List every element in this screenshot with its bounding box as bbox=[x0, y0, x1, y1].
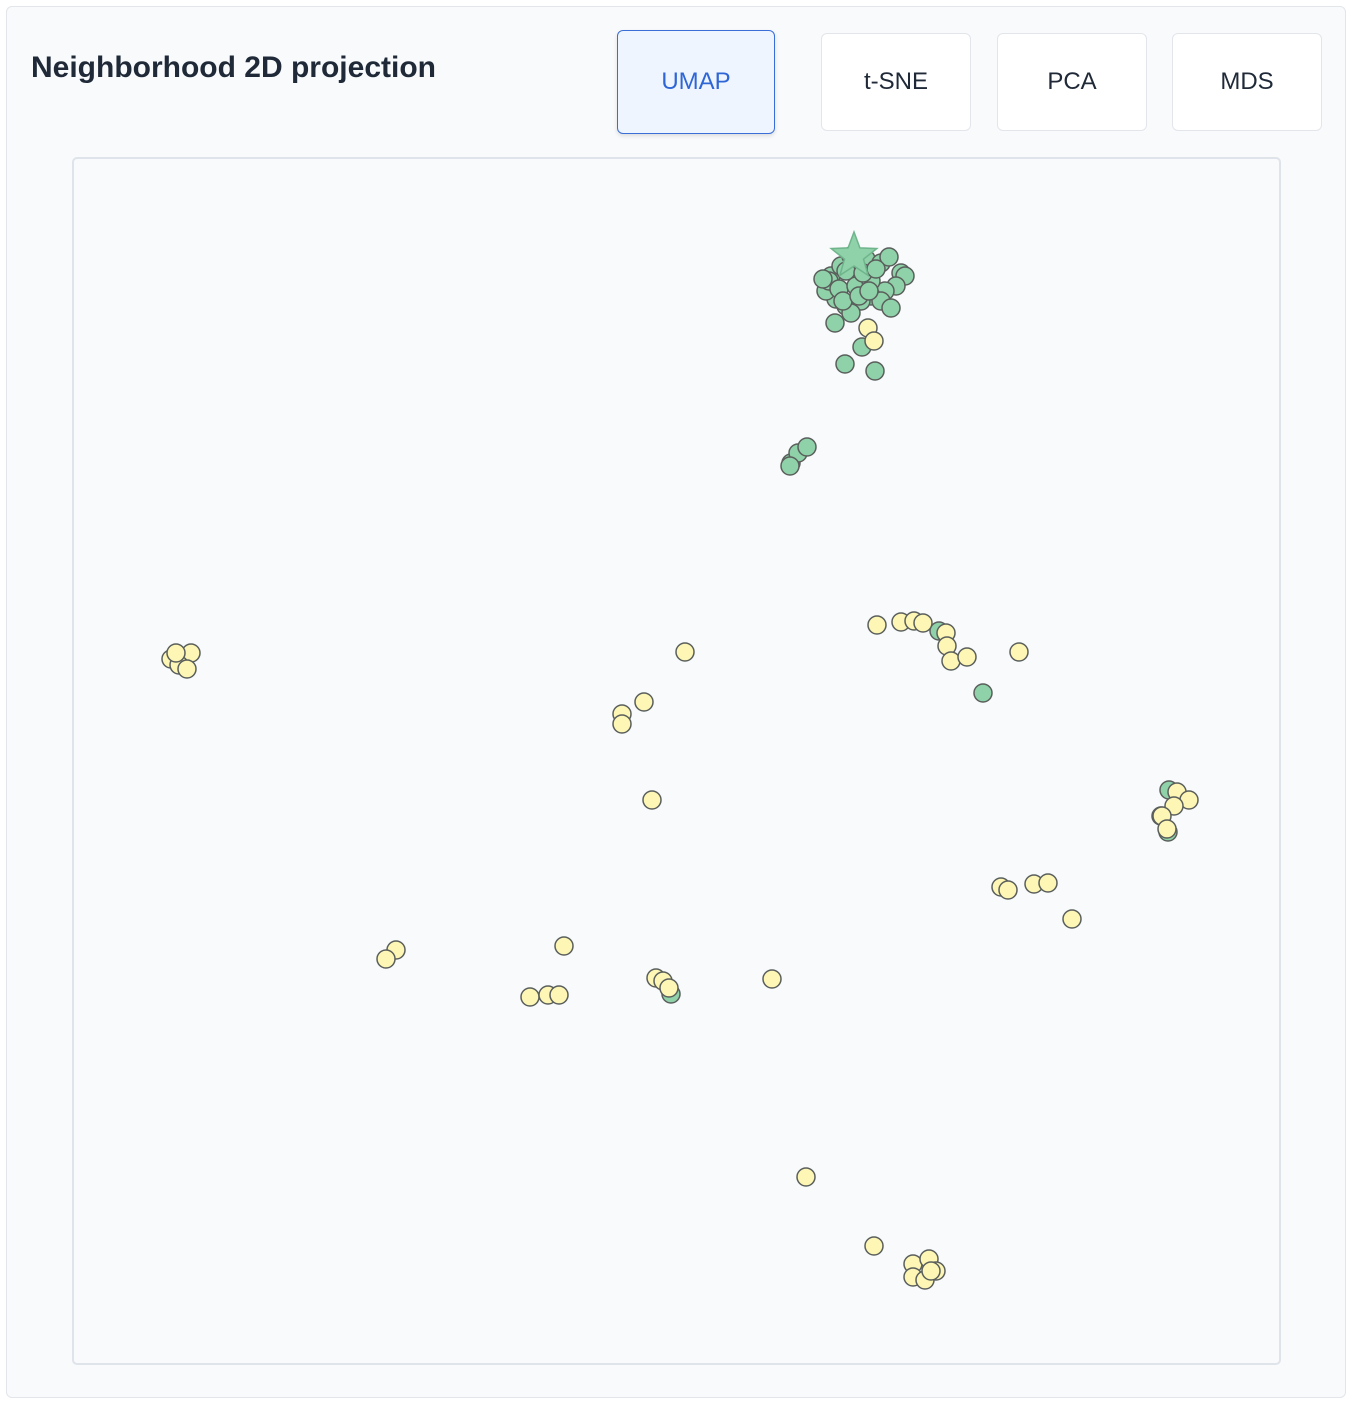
point bbox=[825, 313, 845, 333]
point bbox=[549, 985, 569, 1005]
point bbox=[659, 978, 679, 998]
point bbox=[941, 651, 961, 671]
point bbox=[762, 969, 782, 989]
point bbox=[865, 361, 885, 381]
card: Neighborhood 2D projection UMAP t-SNE PCA M… bbox=[6, 6, 1346, 1398]
point bbox=[177, 659, 197, 679]
point bbox=[881, 298, 901, 318]
method-button[interactable]: t-SNE bbox=[821, 33, 971, 131]
method-button[interactable]: MDS bbox=[1172, 33, 1322, 131]
point bbox=[1062, 909, 1082, 929]
method-button[interactable]: PCA bbox=[997, 33, 1147, 131]
point bbox=[554, 936, 574, 956]
point bbox=[867, 615, 887, 635]
point bbox=[835, 354, 855, 374]
point bbox=[780, 456, 800, 476]
point bbox=[1038, 873, 1058, 893]
point bbox=[642, 790, 662, 810]
point bbox=[797, 437, 817, 457]
point bbox=[813, 269, 833, 289]
point bbox=[913, 613, 933, 633]
panel-title: Neighborhood 2D projection bbox=[31, 51, 436, 84]
star-point bbox=[829, 229, 879, 278]
point bbox=[612, 714, 632, 734]
point bbox=[376, 949, 396, 969]
point bbox=[866, 259, 886, 279]
point bbox=[520, 987, 540, 1007]
point bbox=[859, 281, 879, 301]
point bbox=[166, 643, 186, 663]
point bbox=[796, 1167, 816, 1187]
point bbox=[1157, 819, 1177, 839]
point bbox=[864, 331, 884, 351]
method-button[interactable]: UMAP bbox=[617, 30, 775, 134]
point bbox=[998, 880, 1018, 900]
point bbox=[1009, 642, 1029, 662]
point bbox=[864, 1236, 884, 1256]
scatter-plot bbox=[72, 157, 1281, 1365]
point bbox=[675, 642, 695, 662]
point bbox=[833, 291, 853, 311]
point bbox=[973, 683, 993, 703]
point bbox=[957, 647, 977, 667]
plot-frame bbox=[72, 157, 1281, 1365]
point bbox=[921, 1261, 941, 1281]
point bbox=[634, 692, 654, 712]
point bbox=[879, 247, 899, 267]
